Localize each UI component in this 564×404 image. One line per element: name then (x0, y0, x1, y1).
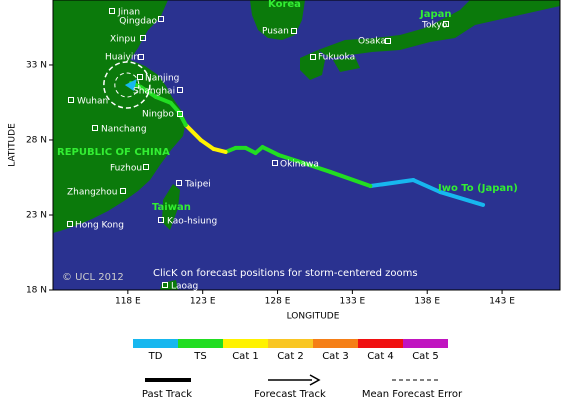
track-segment (153, 94, 173, 105)
legend-swatch (223, 339, 268, 348)
city-marker (158, 16, 164, 22)
y-axis-label: LATITUDE (8, 123, 18, 167)
city-marker (143, 164, 149, 170)
region-label: Japan (419, 9, 452, 20)
track-segment (328, 169, 373, 189)
city-marker (177, 87, 183, 93)
forecast-arrow (309, 374, 321, 386)
x-tick-label: 138 E (414, 297, 440, 307)
legend-swatch (358, 339, 403, 348)
forecast-error-inner (114, 72, 140, 98)
region-label: Korea (268, 0, 301, 10)
storm-track (103, 61, 486, 207)
legend-label: TS (193, 351, 206, 362)
city-label: Hong Kong (75, 221, 124, 231)
city-label: Nanjing (145, 74, 179, 84)
city-label: Fukuoka (318, 53, 355, 63)
track-segment (198, 137, 216, 151)
city-marker (68, 97, 74, 103)
city-label: Fuzhou (110, 164, 142, 174)
city-label: Pusan (262, 27, 289, 37)
track-segment (368, 178, 416, 189)
hint[interactable]: ClicK on forecast positions for storm-ce… (153, 268, 418, 279)
city-marker (140, 35, 146, 41)
land (53, 0, 560, 290)
forecast-error-outer (103, 61, 151, 109)
x-tick-label: 118 E (115, 297, 141, 307)
city-label: Tokyo (421, 21, 448, 31)
city-label: Nanchang (101, 125, 147, 135)
y-tick-label: 18 N (26, 286, 47, 296)
copyright: © UCL 2012 (62, 272, 124, 283)
x-tick-label: 123 E (190, 297, 216, 307)
track-segment (138, 85, 158, 99)
track-segment (276, 152, 303, 165)
city-marker (137, 74, 143, 80)
legend-swatch (313, 339, 358, 348)
x-tick-label: 133 E (340, 297, 366, 307)
city-marker (385, 38, 391, 44)
legend-label: TD (148, 351, 163, 362)
city-label: Jinan (117, 8, 140, 18)
region-label: Iwo To (Japan) (438, 183, 518, 194)
x-tick-label: 143 E (489, 297, 515, 307)
legend-swatch (133, 339, 178, 348)
city-marker (120, 188, 126, 194)
city-marker (291, 28, 297, 34)
city-label: Wuhan (77, 97, 108, 107)
track-segment (183, 122, 203, 142)
city-marker (138, 54, 144, 60)
legend-label: Cat 2 (277, 351, 304, 362)
city-marker (67, 221, 73, 227)
track-segment (260, 145, 281, 157)
y-tick-label: 28 N (26, 135, 47, 145)
legend-label: Cat 5 (412, 351, 439, 362)
city-marker (109, 8, 115, 14)
region-label: Taiwan (152, 202, 191, 213)
city-label: Qingdao (119, 17, 157, 27)
region-label: REPUBLIC OF CHINA (57, 147, 170, 158)
map-frame (52, 0, 561, 291)
city-marker (158, 217, 164, 223)
city-marker (272, 160, 278, 166)
legend-swatch (403, 339, 448, 348)
legend-label: Cat 3 (322, 351, 349, 362)
city-marker (443, 21, 449, 27)
city-label: Ningbo (142, 110, 174, 120)
x-axis-label: LONGITUDE (287, 312, 340, 322)
city-label: Osaka (358, 37, 386, 47)
track-segment (298, 160, 333, 174)
city-label: Kao-hsiung (167, 217, 217, 227)
track-segment (176, 109, 188, 127)
city-label: Taipei (184, 180, 211, 190)
city-label: Zhangzhou (67, 188, 117, 198)
track-segment (411, 178, 443, 195)
track-segment (438, 190, 486, 207)
city-marker (310, 54, 316, 60)
city-label: Xinpu (110, 35, 136, 45)
city-label: Huaiyin (105, 53, 139, 63)
error-label: Mean Forecast Error (362, 389, 463, 400)
city-marker (92, 125, 98, 131)
city-marker (176, 180, 182, 186)
legend-swatch (178, 339, 223, 348)
track-segment (211, 146, 228, 154)
legend-label: Cat 1 (232, 351, 259, 362)
forecast-track-label: Forecast Track (254, 389, 326, 400)
city-marker (162, 282, 168, 288)
x-tick-label: 128 E (265, 297, 291, 307)
y-tick-label: 33 N (26, 60, 47, 70)
city-label: Laoag (171, 282, 198, 292)
city-label: Okinawa (280, 160, 319, 170)
y-tick-label: 23 N (26, 210, 47, 220)
current-position (124, 78, 137, 91)
city-marker (177, 111, 183, 117)
past-track-label: Past Track (142, 389, 192, 400)
legend-label: Cat 4 (367, 351, 394, 362)
legend-swatch (268, 339, 313, 348)
city-label: Shanghai (133, 87, 175, 97)
